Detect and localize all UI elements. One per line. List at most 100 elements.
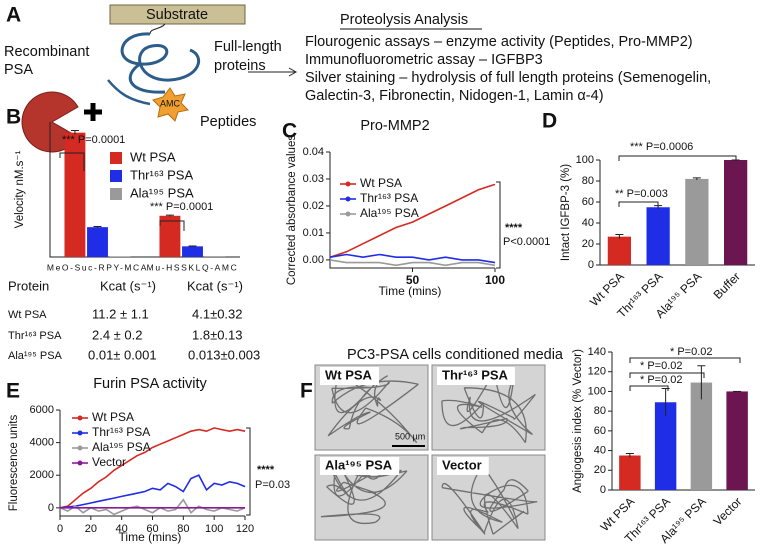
bar bbox=[159, 215, 181, 257]
enzyme-label: Recombinant bbox=[4, 44, 89, 60]
table-cell: 11.2 ± 1.1 bbox=[92, 306, 149, 321]
cell-network bbox=[320, 459, 408, 525]
bar bbox=[87, 227, 108, 257]
x-tick-label: MeO-Suc-RPY-MCA bbox=[47, 262, 148, 272]
chart-title: Furin PSA activity bbox=[93, 376, 207, 392]
legend-label: Wt PSA bbox=[130, 149, 176, 164]
cell-network bbox=[327, 373, 419, 444]
x-tick-label: 100 bbox=[205, 523, 223, 535]
table-cell: 0.013±0.003 bbox=[188, 347, 260, 362]
y-tick-label: 40 bbox=[594, 444, 606, 456]
bar bbox=[109, 256, 131, 257]
y-tick-label: 60 bbox=[582, 196, 594, 208]
line-series bbox=[329, 259, 496, 267]
y-tick-label: 100 bbox=[576, 154, 594, 166]
plus bbox=[84, 103, 102, 121]
label-box bbox=[437, 367, 515, 385]
y-tick-label: 140 bbox=[588, 346, 606, 358]
bar bbox=[685, 178, 709, 265]
legend-label: Wt PSA bbox=[92, 410, 134, 424]
legend-marker bbox=[77, 460, 83, 466]
protein bbox=[120, 32, 201, 94]
y-axis-label: Fluorescence units bbox=[8, 414, 20, 511]
legend-label: Thr¹⁶³ PSA bbox=[360, 191, 418, 205]
annotation: P<0.0001 bbox=[503, 236, 550, 248]
substrate-box bbox=[109, 4, 246, 25]
line-series bbox=[329, 253, 496, 264]
annotation: * P=0.02 bbox=[640, 374, 683, 386]
y-axis-label: Intact IGFBP-3 (%) bbox=[560, 164, 572, 261]
y-tick-label: 40 bbox=[582, 217, 594, 229]
table-header: Kcat (s⁻¹) bbox=[100, 278, 156, 293]
legend-label: Thr¹⁶³ PSA bbox=[130, 167, 193, 182]
peptides-label: Peptides bbox=[200, 114, 256, 130]
y-tick-label: 20 bbox=[582, 238, 594, 250]
annotation: * P=0.02 bbox=[640, 360, 683, 372]
y-axis-label: Velocity nM.s⁻¹ bbox=[14, 151, 26, 229]
error-bar bbox=[625, 453, 634, 458]
annotation: * P=0.02 bbox=[670, 346, 713, 358]
table-cell: Wt PSA bbox=[8, 309, 47, 321]
significance-bracket bbox=[629, 385, 669, 391]
annotation: **** bbox=[257, 464, 275, 476]
y-axis-label: Corrected absorbance values bbox=[286, 135, 298, 285]
y-tick-label: 0.01 bbox=[303, 227, 324, 239]
panel-letter: A bbox=[6, 4, 21, 27]
micrograph-label: Thr¹⁶³ PSA bbox=[442, 367, 509, 382]
legend-label: Ala¹⁹⁵ PSA bbox=[130, 185, 194, 200]
axes bbox=[329, 152, 495, 269]
substrate-label: Substrate bbox=[146, 7, 208, 23]
cell-network bbox=[441, 371, 536, 443]
y-tick-label: 20 bbox=[594, 464, 606, 476]
connector bbox=[149, 23, 166, 35]
y-tick-label: 2000 bbox=[30, 469, 54, 481]
annotation: ** P=0.003 bbox=[615, 188, 668, 200]
proteins-label: proteins bbox=[214, 58, 266, 74]
x-tick-label: 100 bbox=[485, 273, 505, 287]
kinetics-table: Protein Kcat (s⁻¹) Kcat (s⁻¹) Wt PSA 11.… bbox=[8, 278, 260, 362]
y-tick-label: 0.04 bbox=[303, 146, 324, 158]
annotation: **** bbox=[505, 222, 523, 234]
x-tick-label: 60 bbox=[146, 523, 158, 535]
error-bar bbox=[692, 177, 701, 180]
legend-label: Ala¹⁹⁵ PSA bbox=[360, 206, 419, 220]
table-header: Kcat (s⁻¹) bbox=[187, 278, 243, 293]
legend-marker bbox=[77, 430, 83, 436]
panel-letter: B bbox=[6, 106, 21, 129]
error-bar bbox=[93, 225, 102, 228]
analysis-line: Silver staining – hydrolysis of full len… bbox=[305, 70, 711, 86]
panel-letter: C bbox=[282, 120, 297, 143]
enzyme-label: PSA bbox=[4, 62, 33, 78]
bar bbox=[619, 455, 641, 490]
proteins-label: Full-length bbox=[214, 39, 282, 55]
legend-marker bbox=[345, 181, 351, 187]
y-tick-label: 0.03 bbox=[303, 173, 324, 185]
y-tick-label: 4000 bbox=[30, 437, 54, 449]
legend-label: Wt PSA bbox=[360, 176, 402, 190]
bar bbox=[607, 236, 631, 265]
annotation: P=0.03 bbox=[255, 479, 290, 491]
bar bbox=[182, 246, 203, 257]
bar bbox=[64, 132, 86, 257]
legend-marker bbox=[77, 445, 83, 451]
scale-bar-label: 500 µm bbox=[395, 431, 425, 441]
table-cell: Thr¹⁶³ PSA bbox=[8, 330, 62, 342]
analysis-line: Flourogenic assays – enzyme activity (Pe… bbox=[305, 34, 693, 50]
significance-bracket bbox=[59, 152, 85, 171]
x-tick-label: 80 bbox=[177, 523, 189, 535]
table-cell: 2.4 ± 0.2 bbox=[92, 327, 143, 342]
y-tick-label: 80 bbox=[582, 175, 594, 187]
error-bar bbox=[697, 365, 706, 400]
error-bar bbox=[70, 130, 79, 135]
panel-letter: D bbox=[542, 110, 557, 133]
micrograph-title: PC3-PSA cells conditioned media bbox=[347, 347, 564, 363]
line-series bbox=[59, 474, 246, 509]
error-bar bbox=[615, 234, 624, 239]
error-bar bbox=[188, 245, 197, 247]
x-tick-label: Mu-HSSKLQ-AMC bbox=[147, 262, 239, 272]
y-tick-label: 0 bbox=[600, 484, 606, 496]
cell-network bbox=[441, 465, 538, 535]
label-box bbox=[320, 367, 379, 385]
legend-label: Vector bbox=[92, 455, 126, 469]
